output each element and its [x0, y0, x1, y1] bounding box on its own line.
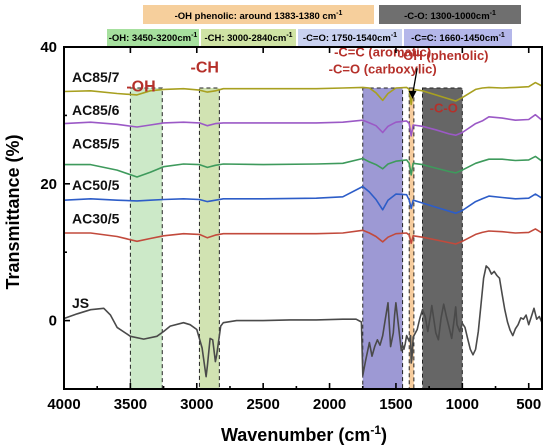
series-line	[63, 265, 543, 378]
series-label: AC30/5	[72, 211, 120, 227]
legend-box	[379, 5, 521, 24]
legend-label-sup: -1	[499, 32, 505, 39]
legend-box	[404, 29, 512, 46]
legend-box	[143, 5, 374, 24]
legend-label: -CH: 3000-2840cm-1	[204, 32, 292, 44]
x-tick-label: 2500	[246, 396, 279, 413]
annotation-label: -C=O (carboxylic)	[329, 62, 437, 77]
x-tick-label: 3000	[180, 396, 213, 413]
series-label: AC85/6	[72, 102, 120, 118]
annotation-label: -CH	[191, 59, 219, 76]
legend-label-text: -C=C: 1660-1450cm	[411, 33, 498, 44]
series-label: AC85/5	[72, 135, 120, 151]
series-label: JS	[72, 295, 89, 311]
legend-label: -C=O: 1750-1540cm-1	[303, 32, 397, 44]
legend-label-text: -OH: 3450-3200cm	[109, 33, 191, 44]
axes: 4000 3500 3000 2500 2000 1500 1000 500 0 20 40	[40, 39, 543, 413]
legend-label: -C=C: 1660-1450cm-1	[411, 32, 505, 44]
legend-label: -OH phenolic: around 1383-1380 cm-1	[175, 10, 343, 22]
legend-label-sup: -1	[336, 10, 342, 17]
x-tick-label: 500	[516, 396, 541, 413]
legend-label-text: -CH: 3000-2840cm	[204, 33, 286, 44]
legend-label: -OH: 3450-3200cm-1	[109, 32, 198, 44]
legend-box	[201, 29, 296, 46]
legend-label-sup: -1	[191, 32, 197, 39]
annotation-label: -C=C (aromatic)	[334, 45, 431, 60]
phenolic-arrow-head	[408, 90, 417, 99]
band-region	[409, 88, 414, 389]
legend-box	[298, 29, 402, 46]
series-line	[64, 155, 543, 178]
x-axis-title: Wavenumber (cm-1)	[221, 423, 387, 445]
series-line	[63, 113, 543, 137]
series-label: AC50/5	[72, 177, 120, 193]
y-tick-label: 20	[40, 176, 57, 193]
band-border	[408, 87, 415, 390]
y-tick-label: 40	[40, 39, 57, 56]
annotation-label: -OH	[126, 78, 155, 95]
band-region	[199, 88, 220, 389]
x-tick-label: 2000	[313, 396, 346, 413]
series-line	[64, 228, 543, 245]
legend-label-text: -OH phenolic: around 1383-1380 cm	[175, 11, 337, 22]
phenolic-arrow	[411, 68, 418, 95]
legend-label-sup: -1	[286, 32, 292, 39]
legend-label-text: -C-O: 1300-1000cm	[404, 11, 490, 22]
series-lines: AC85/7 AC85/6 AC85/5 AC50/5 AC30/5 JS	[63, 69, 543, 378]
legend-box	[107, 29, 199, 46]
x-tick-label: 4000	[47, 396, 80, 413]
legend: -OH phenolic: around 1383-1380 cm-1 -C-O:…	[107, 5, 521, 46]
legend-label-sup: -1	[490, 10, 496, 17]
x-tick-label: 1000	[446, 396, 479, 413]
series-line	[63, 185, 543, 214]
legend-label-text: -C=O: 1750-1540cm	[303, 33, 391, 44]
legend-label-sup: -1	[391, 32, 397, 39]
annotations: -OH -CH -C=C (aromatic) -C=O (carboxylic)-O…	[126, 45, 488, 116]
y-axis-title: Transmittance (%)	[3, 134, 23, 289]
series-line	[63, 81, 543, 106]
legend-label: -C-O: 1300-1000cm-1	[404, 10, 496, 22]
annotation-label: -C-O	[430, 101, 458, 116]
series-label: AC85/7	[72, 69, 120, 85]
x-tick-label: 3500	[114, 396, 147, 413]
x-axis-title-sup: -1	[370, 423, 381, 437]
annotation-label: -OH (phenolic)	[399, 48, 489, 63]
band-region	[362, 88, 403, 389]
x-axis-title-main: Wavenumber (cm	[221, 425, 370, 445]
band-border	[129, 87, 163, 390]
band-region	[130, 88, 163, 389]
x-axis-title-end: )	[381, 425, 387, 445]
plot-frame	[63, 46, 543, 390]
x-tick-label: 1500	[379, 396, 412, 413]
y-tick-label: 0	[49, 313, 57, 330]
